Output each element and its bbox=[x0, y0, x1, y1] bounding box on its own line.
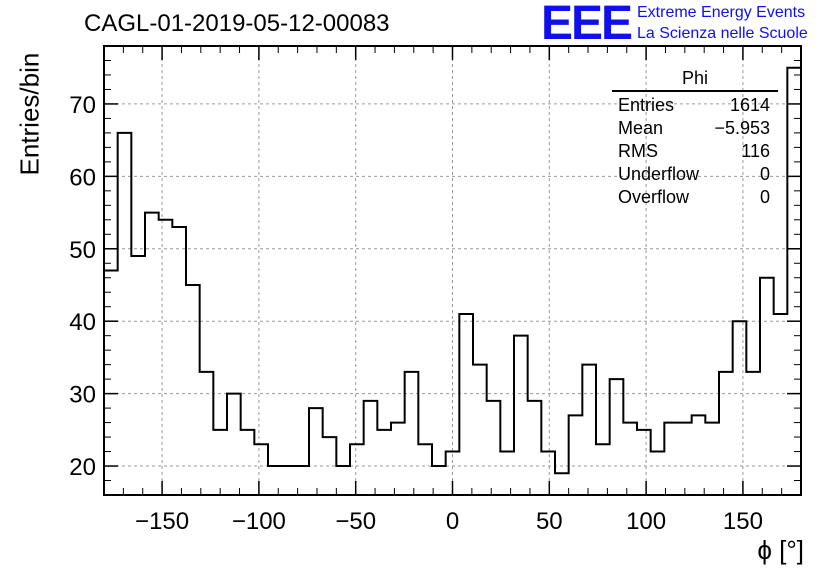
y-tick-label: 30 bbox=[69, 382, 96, 409]
histogram-bar bbox=[596, 444, 610, 495]
histogram-bar bbox=[145, 213, 159, 495]
histogram-bar bbox=[569, 415, 583, 495]
histogram-bar bbox=[118, 133, 132, 495]
x-axis-label: ϕ [°] bbox=[757, 535, 804, 565]
histogram-bar bbox=[159, 220, 173, 495]
histogram-bar bbox=[391, 423, 405, 495]
histogram-bar bbox=[323, 437, 337, 495]
eee-logo: EEE bbox=[541, 0, 633, 50]
histogram-bar bbox=[309, 408, 323, 495]
histogram-bar bbox=[186, 285, 200, 495]
histogram-bar bbox=[760, 278, 774, 495]
y-tick-label: 60 bbox=[69, 164, 96, 191]
histogram-bar bbox=[528, 401, 542, 495]
stats-row: Overflow 0 bbox=[612, 186, 778, 209]
y-tick-label: 20 bbox=[69, 454, 96, 481]
histogram-bar bbox=[541, 452, 555, 495]
histogram-bar bbox=[610, 379, 624, 495]
histogram-bar bbox=[705, 423, 719, 495]
x-tick-label: 0 bbox=[446, 508, 459, 535]
stats-label: Entries bbox=[618, 95, 675, 115]
histogram-bar bbox=[500, 452, 514, 495]
histogram-bar bbox=[213, 430, 227, 495]
histogram-bar bbox=[733, 321, 747, 495]
x-tick-label: −100 bbox=[232, 508, 286, 535]
histogram-bar bbox=[582, 365, 596, 495]
histogram-bar bbox=[104, 271, 118, 496]
histogram-bar bbox=[418, 444, 432, 495]
histogram-bar bbox=[405, 372, 419, 495]
stats-label: Overflow bbox=[618, 187, 690, 207]
histogram-bar bbox=[336, 466, 350, 495]
histogram-bar bbox=[227, 394, 241, 495]
x-tick-label: 150 bbox=[723, 508, 763, 535]
histogram-bar bbox=[651, 452, 665, 495]
histogram-bar bbox=[719, 372, 733, 495]
stats-label: Mean bbox=[618, 118, 664, 138]
stats-value: 116 bbox=[741, 141, 770, 161]
x-tick-label: −50 bbox=[335, 508, 376, 535]
histogram-bar bbox=[200, 372, 214, 495]
histogram-bar bbox=[637, 430, 651, 495]
histogram-bar bbox=[350, 444, 364, 495]
x-tick-label: 100 bbox=[626, 508, 666, 535]
histogram-bar bbox=[678, 423, 692, 495]
y-tick-label: 40 bbox=[69, 309, 96, 336]
stats-row: RMS 116 bbox=[612, 140, 778, 163]
histogram-bar bbox=[692, 415, 706, 495]
stats-value: 1614 bbox=[729, 95, 770, 115]
y-tick-label: 70 bbox=[69, 92, 96, 119]
histogram-bar bbox=[623, 423, 637, 495]
stats-value: 0 bbox=[759, 164, 770, 184]
histogram-bar bbox=[254, 444, 268, 495]
histogram-bar bbox=[473, 365, 487, 495]
stats-value: −5.953 bbox=[714, 118, 770, 138]
histogram-bar bbox=[514, 336, 528, 495]
stats-row: Entries 1614 bbox=[612, 94, 778, 117]
histogram-bar bbox=[172, 227, 186, 495]
histogram-outline bbox=[103, 66, 802, 495]
histogram-bar bbox=[664, 423, 678, 495]
histogram-bar bbox=[787, 68, 801, 495]
stats-row: Mean −5.953 bbox=[612, 117, 778, 140]
histogram-bar bbox=[377, 430, 391, 495]
histogram-bar bbox=[268, 466, 282, 495]
chart-title: CAGL-01-2019-05-12-00083 bbox=[84, 10, 390, 37]
y-axis-label: Entries/bin bbox=[14, 52, 45, 176]
stats-value: 0 bbox=[759, 187, 770, 207]
histogram-bar bbox=[241, 430, 255, 495]
histogram-bar bbox=[282, 466, 296, 495]
stats-box: Phi Entries 1614 Mean −5.953 RMS 116 Und… bbox=[612, 68, 778, 209]
histogram-bar bbox=[364, 401, 378, 495]
histogram-bar bbox=[131, 256, 145, 495]
y-tick-label: 50 bbox=[69, 237, 96, 264]
histogram-bar bbox=[487, 401, 501, 495]
stats-label: Underflow bbox=[618, 164, 700, 184]
stats-title: Phi bbox=[612, 68, 778, 92]
x-tick-label: −150 bbox=[135, 508, 189, 535]
stats-label: RMS bbox=[618, 141, 658, 161]
histogram-bar bbox=[746, 372, 760, 495]
stats-row: Underflow 0 bbox=[612, 163, 778, 186]
histogram-bar bbox=[459, 314, 473, 495]
x-tick-label: 50 bbox=[536, 508, 563, 535]
logo-text-line1: Extreme Energy Events bbox=[637, 4, 806, 21]
histogram-bar bbox=[774, 314, 788, 495]
logo-text-line2: La Scienza nelle Scuole bbox=[637, 25, 808, 42]
histogram-bar bbox=[432, 466, 446, 495]
histogram-bar bbox=[555, 473, 569, 495]
